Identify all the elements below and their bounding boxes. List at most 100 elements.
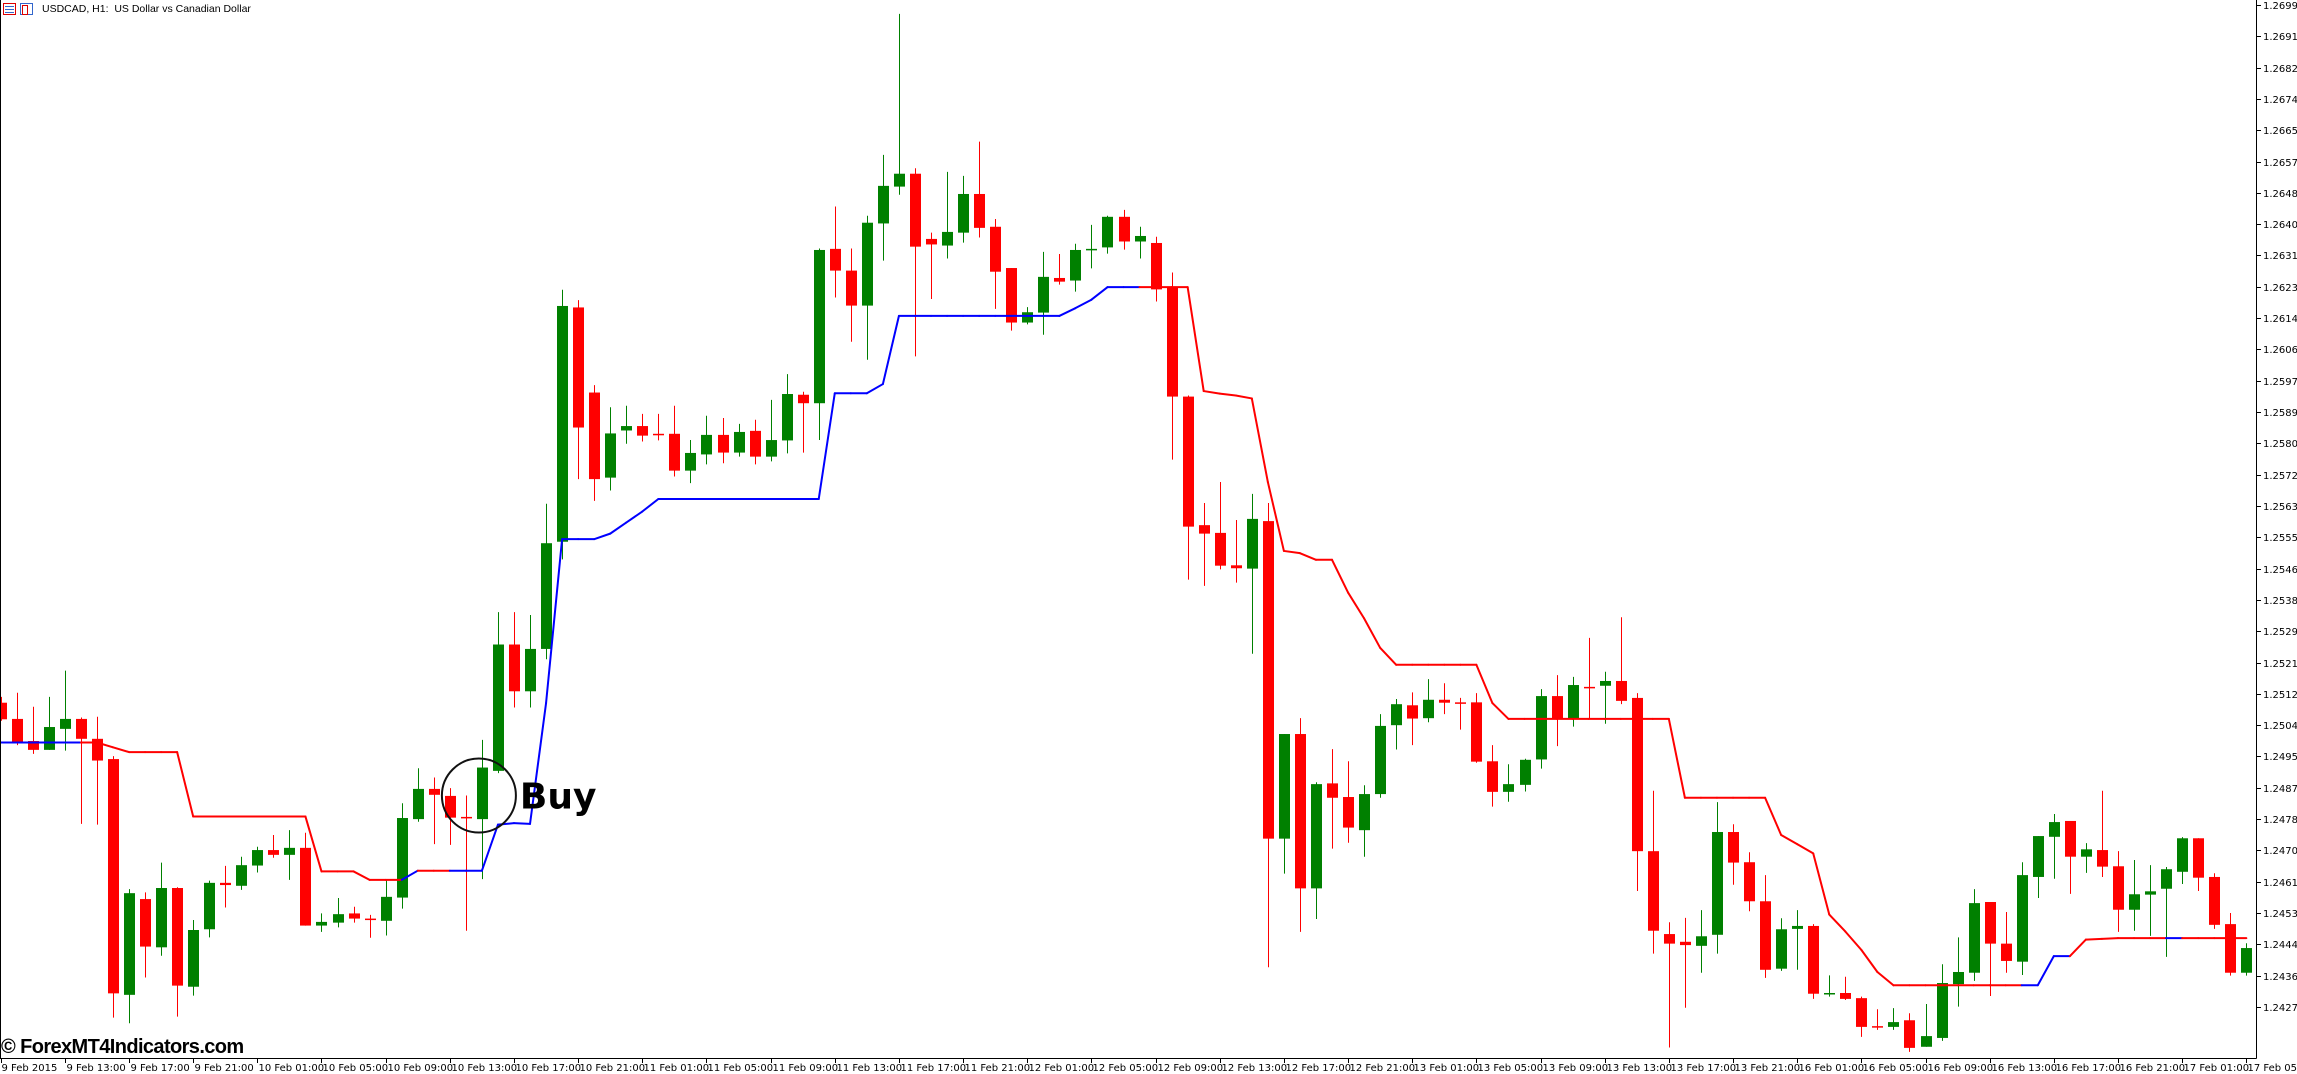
candle xyxy=(878,154,889,261)
trend-line-down-segment xyxy=(1764,796,1783,836)
candle xyxy=(2065,820,2076,894)
candle xyxy=(1199,503,1210,586)
bear-candle-body xyxy=(1680,941,1691,946)
bull-candle-body xyxy=(1696,936,1707,946)
bear-candle-body xyxy=(0,702,7,720)
candle xyxy=(750,419,761,465)
time-axis[interactable]: 9 Feb 2015 9 Feb 13:00 9 Feb 17:00 9 Feb 21… xyxy=(1,1058,2297,1074)
tile-window-icon[interactable] xyxy=(20,3,33,15)
bear-candle-body xyxy=(509,644,520,692)
candle xyxy=(2001,911,2012,973)
trend-line-up-segment xyxy=(529,702,548,825)
bear-candle-body xyxy=(1648,851,1659,931)
trend-line-down-segment xyxy=(1876,970,1895,987)
bull-candle-body xyxy=(1391,704,1402,726)
price-axis[interactable]: 1.26995 1.26910 1.26825 1.26740 1.26655 1.265… xyxy=(2256,1,2297,1014)
bull-candle-body xyxy=(878,185,889,224)
candle xyxy=(1423,679,1434,723)
bull-candle-body xyxy=(814,249,825,404)
candle xyxy=(300,832,311,926)
bear-candle-body xyxy=(589,392,600,480)
bull-candle-body xyxy=(894,173,905,187)
candle xyxy=(2225,913,2236,976)
candle xyxy=(1086,224,1097,269)
trend-line-down-segment xyxy=(1282,549,1301,555)
trend-line-down-segment xyxy=(1860,948,1879,973)
bull-candle-body xyxy=(782,394,793,441)
candle xyxy=(1792,910,1803,970)
bear-candle-body xyxy=(1616,680,1627,701)
candle xyxy=(1070,243,1081,292)
bull-candle-body xyxy=(1792,925,1803,929)
price-tick-label: 1.24615 xyxy=(2263,878,2297,889)
candle xyxy=(1263,503,1274,968)
candle xyxy=(1054,254,1065,285)
candle xyxy=(1231,519,1242,583)
bull-candle-body xyxy=(2161,869,2172,889)
bear-candle-body xyxy=(108,759,119,994)
candle xyxy=(1728,824,1739,885)
candle xyxy=(140,892,151,978)
trend-line-down-segment xyxy=(1379,646,1398,666)
bear-candle-body xyxy=(1295,734,1306,889)
bear-candle-body xyxy=(653,433,664,436)
bear-candle-body xyxy=(2113,866,2124,910)
candle xyxy=(1215,482,1226,570)
trend-line-up-segment xyxy=(881,314,900,386)
candle xyxy=(349,906,360,923)
candle xyxy=(1840,976,1851,1000)
candle xyxy=(525,615,536,708)
candle xyxy=(926,232,937,299)
bear-candle-body xyxy=(1167,287,1178,397)
bear-candle-body xyxy=(1263,521,1274,839)
price-tick-label: 1.24785 xyxy=(2263,815,2297,826)
candle xyxy=(509,612,520,708)
candle xyxy=(2081,843,2092,873)
candle xyxy=(1664,922,1675,1048)
price-tick-label: 1.25635 xyxy=(2263,502,2297,513)
list-window-icon[interactable] xyxy=(3,3,16,15)
trend-line-down-segment xyxy=(1202,390,1221,395)
candle xyxy=(1102,215,1113,254)
bear-candle-body xyxy=(1006,268,1017,323)
candle xyxy=(1487,745,1498,807)
bull-candle-body xyxy=(1712,832,1723,935)
trend-line-down-segment xyxy=(111,746,131,754)
bear-candle-body xyxy=(1632,697,1643,852)
bull-candle-body xyxy=(156,888,167,948)
bear-candle-body xyxy=(910,173,921,247)
time-tick-label: 11 Feb 13:00 xyxy=(837,1063,903,1074)
time-tick-label: 16 Feb 01:00 xyxy=(1799,1063,1865,1074)
time-tick-label: 10 Feb 13:00 xyxy=(452,1063,518,1074)
candle xyxy=(942,171,953,259)
candle xyxy=(830,206,841,298)
bull-candle-body xyxy=(1536,696,1547,760)
bear-candle-body xyxy=(1856,998,1867,1027)
price-tick-label: 1.24700 xyxy=(2263,846,2297,857)
bear-candle-body xyxy=(2065,820,2076,857)
candle xyxy=(252,846,263,873)
time-tick-label: 10 Feb 05:00 xyxy=(323,1063,389,1074)
candle xyxy=(910,168,921,357)
bull-candle-body xyxy=(1359,794,1370,831)
candle xyxy=(846,248,857,342)
bull-candle-body xyxy=(1937,983,1948,1038)
candle xyxy=(1824,975,1835,997)
time-tick-label: 13 Feb 09:00 xyxy=(1543,1063,1609,1074)
trend-line-down-segment xyxy=(1667,717,1686,799)
bear-candle-body xyxy=(1151,242,1162,290)
candle xyxy=(2129,860,2140,931)
bull-candle-body xyxy=(958,193,969,233)
candle xyxy=(1327,749,1338,849)
trend-line-down-segment xyxy=(95,741,114,749)
price-tick-label: 1.25380 xyxy=(2263,596,2297,607)
time-tick-label: 10 Feb 01:00 xyxy=(259,1063,325,1074)
bull-candle-body xyxy=(1888,1022,1899,1027)
bull-candle-body xyxy=(44,727,55,750)
bull-candle-body xyxy=(1824,992,1835,995)
bull-candle-body xyxy=(525,648,536,692)
candle xyxy=(1584,637,1595,719)
price-tick-label: 1.26060 xyxy=(2263,345,2297,356)
price-tick-label: 1.24530 xyxy=(2263,909,2297,920)
